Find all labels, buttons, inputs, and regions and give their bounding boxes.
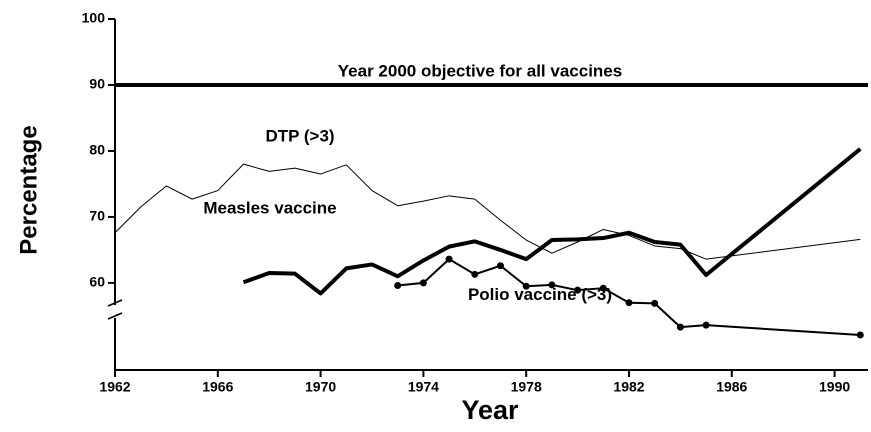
x-tick-label: 1970 (305, 379, 336, 395)
point (471, 270, 479, 278)
axis-break (107, 312, 123, 320)
x-tick-label: 1978 (511, 379, 542, 395)
point (445, 255, 453, 263)
y-tick-label: 80 (89, 142, 105, 158)
y-axis-label: Percentage (15, 125, 42, 254)
y-tick-label: 60 (89, 274, 105, 290)
point (419, 279, 427, 287)
x-tick-label: 1974 (408, 379, 439, 395)
point (651, 299, 659, 307)
y-tick-label: 100 (82, 10, 106, 26)
point (856, 331, 864, 339)
point (574, 286, 582, 294)
x-tick-label: 1966 (202, 379, 233, 395)
x-tick-label: 1982 (613, 379, 644, 395)
series-label: Measles vaccine (203, 198, 336, 217)
line (397, 258, 861, 337)
point (522, 282, 530, 290)
point (702, 321, 710, 329)
series-label: DTP (>3) (265, 126, 334, 145)
line (242, 147, 862, 296)
reference-label: Year 2000 objective for all vaccines (338, 61, 622, 80)
line (114, 163, 861, 260)
y-tick-label: 70 (89, 208, 105, 224)
x-tick-label: 1990 (819, 379, 850, 395)
point (625, 299, 633, 307)
x-tick-label: 1962 (99, 379, 130, 395)
point (548, 281, 556, 289)
x-tick-label: 1986 (716, 379, 747, 395)
point (394, 282, 402, 290)
point (676, 323, 684, 331)
series-label: Polio vaccine (>3) (468, 285, 612, 304)
point (599, 284, 607, 292)
point (496, 262, 504, 270)
y-tick-label: 90 (89, 76, 105, 92)
x-axis-label: Year (461, 395, 519, 425)
axis-break (107, 299, 123, 307)
